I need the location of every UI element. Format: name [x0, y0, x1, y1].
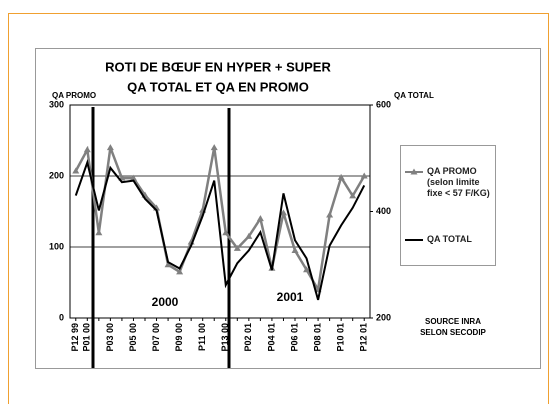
x-tick-label: P01 00 [82, 323, 92, 352]
y2-tick-label: 600 [376, 99, 391, 109]
x-tick-label: P13 00 [220, 323, 230, 352]
x-tick-label: P05 00 [128, 323, 138, 352]
y2-axis-label: QA TOTAL [394, 91, 434, 100]
point-marker [326, 211, 334, 218]
legend-label: QA PROMO (selon limite fixe < 57 F/KG) [427, 166, 490, 198]
x-tick-label: P07 00 [151, 323, 161, 352]
x-tick-label: P06 01 [289, 323, 299, 352]
outer-frame [8, 13, 549, 404]
y-tick-label: 200 [49, 170, 64, 180]
point-marker [222, 229, 230, 236]
source: SOURCE INRA [425, 317, 481, 326]
point-marker [245, 232, 253, 239]
point-marker [279, 209, 287, 216]
point-marker [95, 229, 103, 236]
y2-tick-label: 400 [376, 206, 391, 216]
annotation: 2000 [152, 295, 179, 309]
point-marker [337, 173, 345, 180]
point-marker [106, 144, 114, 151]
point-marker [256, 215, 264, 222]
point-marker [72, 167, 80, 174]
point-marker [129, 174, 137, 181]
legend-box [400, 145, 496, 266]
point-marker [176, 268, 184, 275]
point-marker [360, 172, 368, 179]
x-tick-label: P02 01 [243, 323, 253, 352]
series-line [74, 158, 366, 301]
chart-title: ROTI DE BŒUF EN HYPER + SUPER [105, 59, 331, 74]
x-tick-label: P12 99 [70, 323, 80, 352]
x-tick-label: P08 01 [312, 323, 322, 352]
chart-subtitle: QA TOTAL ET QA EN PROMO [127, 79, 309, 94]
x-tick-label: P09 00 [174, 323, 184, 352]
y-axis-label: QA PROMO [52, 91, 96, 100]
point-marker [349, 192, 357, 199]
point-marker [164, 261, 172, 268]
source: SELON SECODIP [420, 328, 486, 337]
x-tick-label: P03 00 [105, 323, 115, 352]
point-marker [210, 144, 218, 151]
annotation: 2001 [277, 290, 304, 304]
x-tick-label: P10 01 [336, 323, 346, 352]
legend-label: QA TOTAL [427, 234, 472, 244]
point-marker [83, 146, 91, 153]
x-tick-label: P12 01 [359, 323, 369, 352]
y2-tick-label: 200 [376, 312, 391, 322]
y-tick-label: 0 [59, 312, 64, 322]
point-marker [291, 247, 299, 254]
legend-marker [410, 168, 418, 175]
point-marker [303, 266, 311, 273]
x-tick-label: P04 01 [266, 323, 276, 352]
point-marker [233, 244, 241, 251]
y-tick-label: 300 [49, 99, 64, 109]
y-tick-label: 100 [49, 241, 64, 251]
x-tick-label: P11 00 [197, 323, 207, 351]
